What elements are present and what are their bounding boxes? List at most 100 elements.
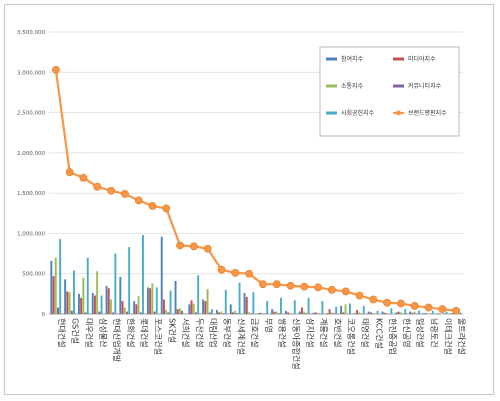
brand-index-point [134, 196, 143, 205]
y-tick-label: 3,500,000 [17, 30, 45, 36]
bar [431, 310, 434, 314]
bar [245, 297, 248, 314]
bar [369, 312, 372, 314]
bar [174, 280, 177, 314]
bar [70, 310, 73, 314]
bar [284, 310, 287, 314]
bar [109, 299, 112, 314]
y-tick-label: 500,000 [22, 272, 45, 278]
brand-index-point [162, 204, 171, 213]
bar [307, 297, 310, 314]
bar [64, 279, 67, 314]
bar [397, 311, 400, 314]
x-tick-label: 계룡건설 [319, 318, 329, 347]
legend-label: 참여지수 [341, 55, 364, 63]
bar [208, 312, 211, 314]
brand-index-point [65, 168, 74, 177]
bar [305, 313, 308, 314]
bar [178, 308, 181, 314]
x-tick-label: 남광토건 [430, 318, 440, 347]
bar [220, 311, 223, 314]
x-tick-label: 두산건설 [195, 318, 205, 347]
bar [287, 312, 290, 314]
brand-index-point [176, 241, 184, 250]
bar [153, 311, 156, 314]
bar [425, 313, 428, 314]
bar [376, 310, 379, 314]
bar [409, 311, 412, 314]
bar [229, 304, 232, 314]
x-tick-label: 동부건설 [223, 318, 233, 347]
bar [165, 309, 168, 314]
bar [340, 305, 343, 314]
bar [167, 312, 170, 314]
bar [349, 303, 351, 314]
bar [358, 312, 361, 314]
bar [206, 289, 209, 314]
x-tick-label: 일성건설 [416, 318, 426, 347]
bar [344, 304, 347, 314]
bar [73, 270, 75, 314]
legend-label: 사회공헌지수 [341, 109, 375, 117]
bar [190, 300, 193, 314]
brand-index-point [300, 282, 309, 291]
brand-index-point [438, 305, 447, 314]
bar [123, 307, 126, 314]
brand-index-point [396, 299, 405, 308]
bar [169, 290, 172, 314]
bar [224, 289, 227, 314]
brand-index-point [452, 306, 460, 315]
brand-index-point [369, 295, 378, 304]
bar [277, 313, 280, 314]
bar [289, 313, 292, 314]
bar [381, 311, 384, 314]
brand-index-point [327, 285, 336, 294]
bar [204, 301, 207, 314]
brand-index-point [148, 202, 157, 210]
bar [82, 277, 85, 314]
bar [93, 295, 96, 314]
bar [139, 312, 142, 314]
bar [243, 293, 246, 314]
bar [80, 297, 83, 314]
x-tick-label: 한화건설 [126, 318, 136, 347]
bar [98, 311, 101, 314]
bar [280, 297, 282, 314]
bar [54, 257, 57, 314]
bar [293, 300, 296, 314]
bar [197, 275, 200, 314]
brand-index-point [203, 244, 212, 253]
x-tick-label: 삼성물산 [98, 318, 108, 348]
x-tick-label: 서희건설 [181, 318, 191, 347]
x-tick-label: 호반건설 [333, 318, 343, 347]
x-tick-label: 한진중공업 [388, 318, 398, 355]
bar [151, 283, 154, 314]
bar [303, 311, 306, 314]
bar [273, 311, 276, 314]
bar [413, 311, 416, 314]
bar [155, 287, 158, 314]
legend-swatch [326, 57, 337, 61]
bar [231, 312, 234, 314]
x-tick-label: 대우건설 [85, 318, 95, 347]
bar [321, 301, 324, 314]
bar [96, 271, 99, 314]
x-tick-label: 신동아종합건설 [292, 318, 302, 370]
legend-swatch [393, 57, 404, 61]
bar [300, 307, 303, 314]
bar [411, 312, 414, 314]
brand-index-point [424, 303, 433, 312]
bar [333, 313, 335, 314]
bar [362, 305, 365, 314]
x-tick-label: 태영건설 [361, 318, 371, 347]
brand-index-point [217, 265, 226, 274]
legend-label: 커뮤니티지수 [408, 82, 442, 90]
bar [176, 309, 179, 314]
x-tick-label: 이테크건설 [443, 318, 453, 355]
bar [316, 313, 319, 314]
bar [105, 285, 108, 314]
legend-swatch [326, 111, 337, 115]
bar [211, 309, 213, 314]
bar [86, 257, 89, 314]
bar [330, 312, 333, 314]
